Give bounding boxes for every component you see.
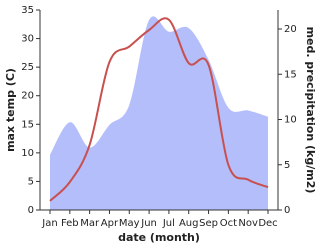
x-tick-label: Jun xyxy=(140,218,157,229)
y-tick-label: 5 xyxy=(28,176,34,187)
x-tick-label: Jan xyxy=(41,218,57,229)
y-tick-label: 15 xyxy=(21,119,34,130)
x-axis-label: date (month) xyxy=(118,231,200,244)
y-tick-label: 35 xyxy=(21,5,34,16)
x-tick-label: Feb xyxy=(61,218,79,229)
x-tick-label: Sep xyxy=(199,218,218,229)
y2-tick-label: 10 xyxy=(284,115,297,126)
y2-tick-label: 5 xyxy=(284,160,290,171)
y2-axis-label: med. precipitation (kg/m2) xyxy=(304,27,317,194)
x-tick-label: Oct xyxy=(220,218,237,229)
y-tick-label: 30 xyxy=(21,34,34,45)
x-tick-label: Apr xyxy=(101,218,119,229)
y2-tick-label: 20 xyxy=(284,24,297,35)
y2-tick-label: 0 xyxy=(284,205,290,216)
x-tick-label: May xyxy=(119,218,140,229)
y-tick-label: 10 xyxy=(21,148,34,159)
x-tick-label: Aug xyxy=(179,218,199,229)
y-axis-label: max temp (C) xyxy=(4,68,17,152)
temp-line xyxy=(49,17,269,202)
x-tick-label: Jul xyxy=(162,218,175,229)
y-tick-label: 25 xyxy=(21,62,34,73)
y-tick-label: 0 xyxy=(28,205,34,216)
x-tick-label: Dec xyxy=(258,218,277,229)
x-tick-label: Nov xyxy=(238,218,258,229)
x-tick-label: Mar xyxy=(80,218,100,229)
precipitation-area xyxy=(50,16,268,211)
y2-tick-label: 15 xyxy=(284,69,297,80)
y-tick-label: 20 xyxy=(21,91,34,102)
